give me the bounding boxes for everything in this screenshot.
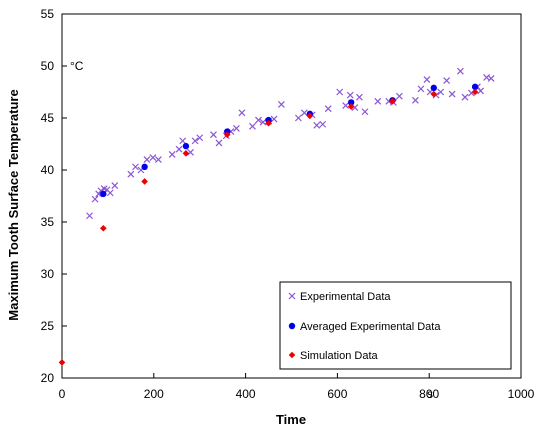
- x-tick-label: 200: [144, 387, 164, 401]
- y-unit-label: °C: [70, 59, 84, 73]
- x-unit-label: s: [427, 387, 433, 401]
- experimental-point: [106, 189, 114, 197]
- legend-label-averaged: Averaged Experimental Data: [300, 321, 441, 333]
- y-tick-label: 35: [41, 215, 55, 229]
- experimental-point: [346, 91, 354, 99]
- experimental-point: [374, 97, 382, 105]
- experimental-point: [448, 90, 456, 98]
- experimental-point: [477, 87, 485, 95]
- simulation-point: [223, 131, 231, 138]
- experimental-point: [356, 93, 363, 101]
- experimental-point: [168, 150, 176, 158]
- legend-label-simulation: Simulation Data: [300, 350, 379, 362]
- experimental-point: [336, 88, 344, 96]
- experimental-point: [324, 105, 332, 113]
- y-tick-label: 45: [41, 111, 55, 125]
- experimental-point: [232, 124, 240, 132]
- legend-box: [279, 281, 512, 370]
- experimental-point: [249, 122, 256, 130]
- legend: Experimental Data Averaged Experimental …: [279, 281, 512, 370]
- experimental-point: [313, 121, 321, 129]
- experimental-point: [259, 118, 267, 126]
- averaged-point: [347, 99, 355, 106]
- simulation-point: [141, 178, 148, 185]
- experimental-point: [238, 109, 246, 117]
- simulation-point: [471, 88, 479, 96]
- legend-marker-experimental: [288, 292, 296, 300]
- x-axis-title: Time: [276, 412, 306, 427]
- averaged-point: [182, 142, 190, 150]
- experimental-point: [127, 170, 135, 178]
- averaged-point: [141, 163, 148, 171]
- experimental-point: [412, 96, 419, 104]
- simulation-point: [182, 150, 190, 157]
- experimental-point: [443, 77, 451, 84]
- averaged-point: [100, 190, 107, 198]
- y-tick-label: 25: [41, 319, 55, 333]
- experimental-point: [191, 137, 199, 145]
- experimental-point: [461, 93, 469, 101]
- y-tick-label: 55: [41, 7, 55, 21]
- experimental-point: [423, 76, 431, 83]
- x-tick-label: 600: [327, 387, 347, 401]
- y-tick-label: 40: [41, 163, 55, 177]
- experimental-point: [456, 67, 464, 75]
- experimental-point: [175, 145, 183, 153]
- y-axis-title: Maximum Tooth Surface Temperature: [6, 89, 21, 320]
- legend-label-experimental: Experimental Data: [300, 291, 391, 303]
- experimental-point: [395, 92, 403, 100]
- y-tick-label: 20: [41, 371, 55, 385]
- simulation-point: [100, 224, 107, 232]
- x-tick-label: 1000: [508, 387, 535, 401]
- experimental-point: [487, 75, 495, 82]
- experimental-point: [111, 182, 119, 190]
- legend-marker-averaged: [288, 322, 296, 330]
- experimental-point: [437, 88, 445, 96]
- experimental-point: [361, 108, 369, 116]
- plot-frame: [61, 13, 522, 379]
- simulation-point: [58, 359, 66, 366]
- y-tick-label: 50: [41, 59, 55, 73]
- experimental-point: [86, 212, 93, 220]
- tick-layer: 0 200 400 600 800 1000 20 25 30 35 40 45 50 55: [41, 7, 535, 401]
- simulation-point: [347, 103, 355, 110]
- simulation-point: [265, 119, 272, 127]
- experimental-point: [300, 109, 308, 117]
- experimental-point: [215, 139, 223, 147]
- experimental-point: [270, 115, 278, 123]
- x-tick-label: 0: [59, 387, 66, 401]
- x-tick-label: 400: [236, 387, 256, 401]
- experimental-point: [196, 134, 204, 142]
- experimental-point: [277, 101, 285, 108]
- experimental-point: [187, 148, 194, 156]
- experimental-point: [417, 85, 425, 93]
- averaged-point: [430, 84, 437, 92]
- experimental-point: [91, 195, 99, 203]
- experimental-point: [149, 154, 157, 161]
- experimental-point: [255, 116, 262, 124]
- experimental-point: [342, 102, 350, 109]
- experimental-point: [210, 131, 217, 139]
- experimental-point: [179, 137, 187, 145]
- averaged-point: [471, 83, 479, 91]
- legend-marker-simulation: [288, 351, 296, 359]
- experimental-point: [294, 114, 302, 122]
- experimental-point: [143, 156, 151, 164]
- points-layer: [58, 67, 495, 366]
- simulation-point: [430, 90, 438, 98]
- experimental-point: [132, 163, 139, 171]
- x-tick-label: 800: [419, 387, 439, 401]
- legend-markers: [288, 292, 296, 359]
- simulation-point: [306, 112, 314, 120]
- experimental-point: [154, 156, 162, 164]
- y-tick-label: 30: [41, 267, 55, 281]
- simulation-point: [389, 98, 396, 105]
- experimental-point: [319, 120, 327, 128]
